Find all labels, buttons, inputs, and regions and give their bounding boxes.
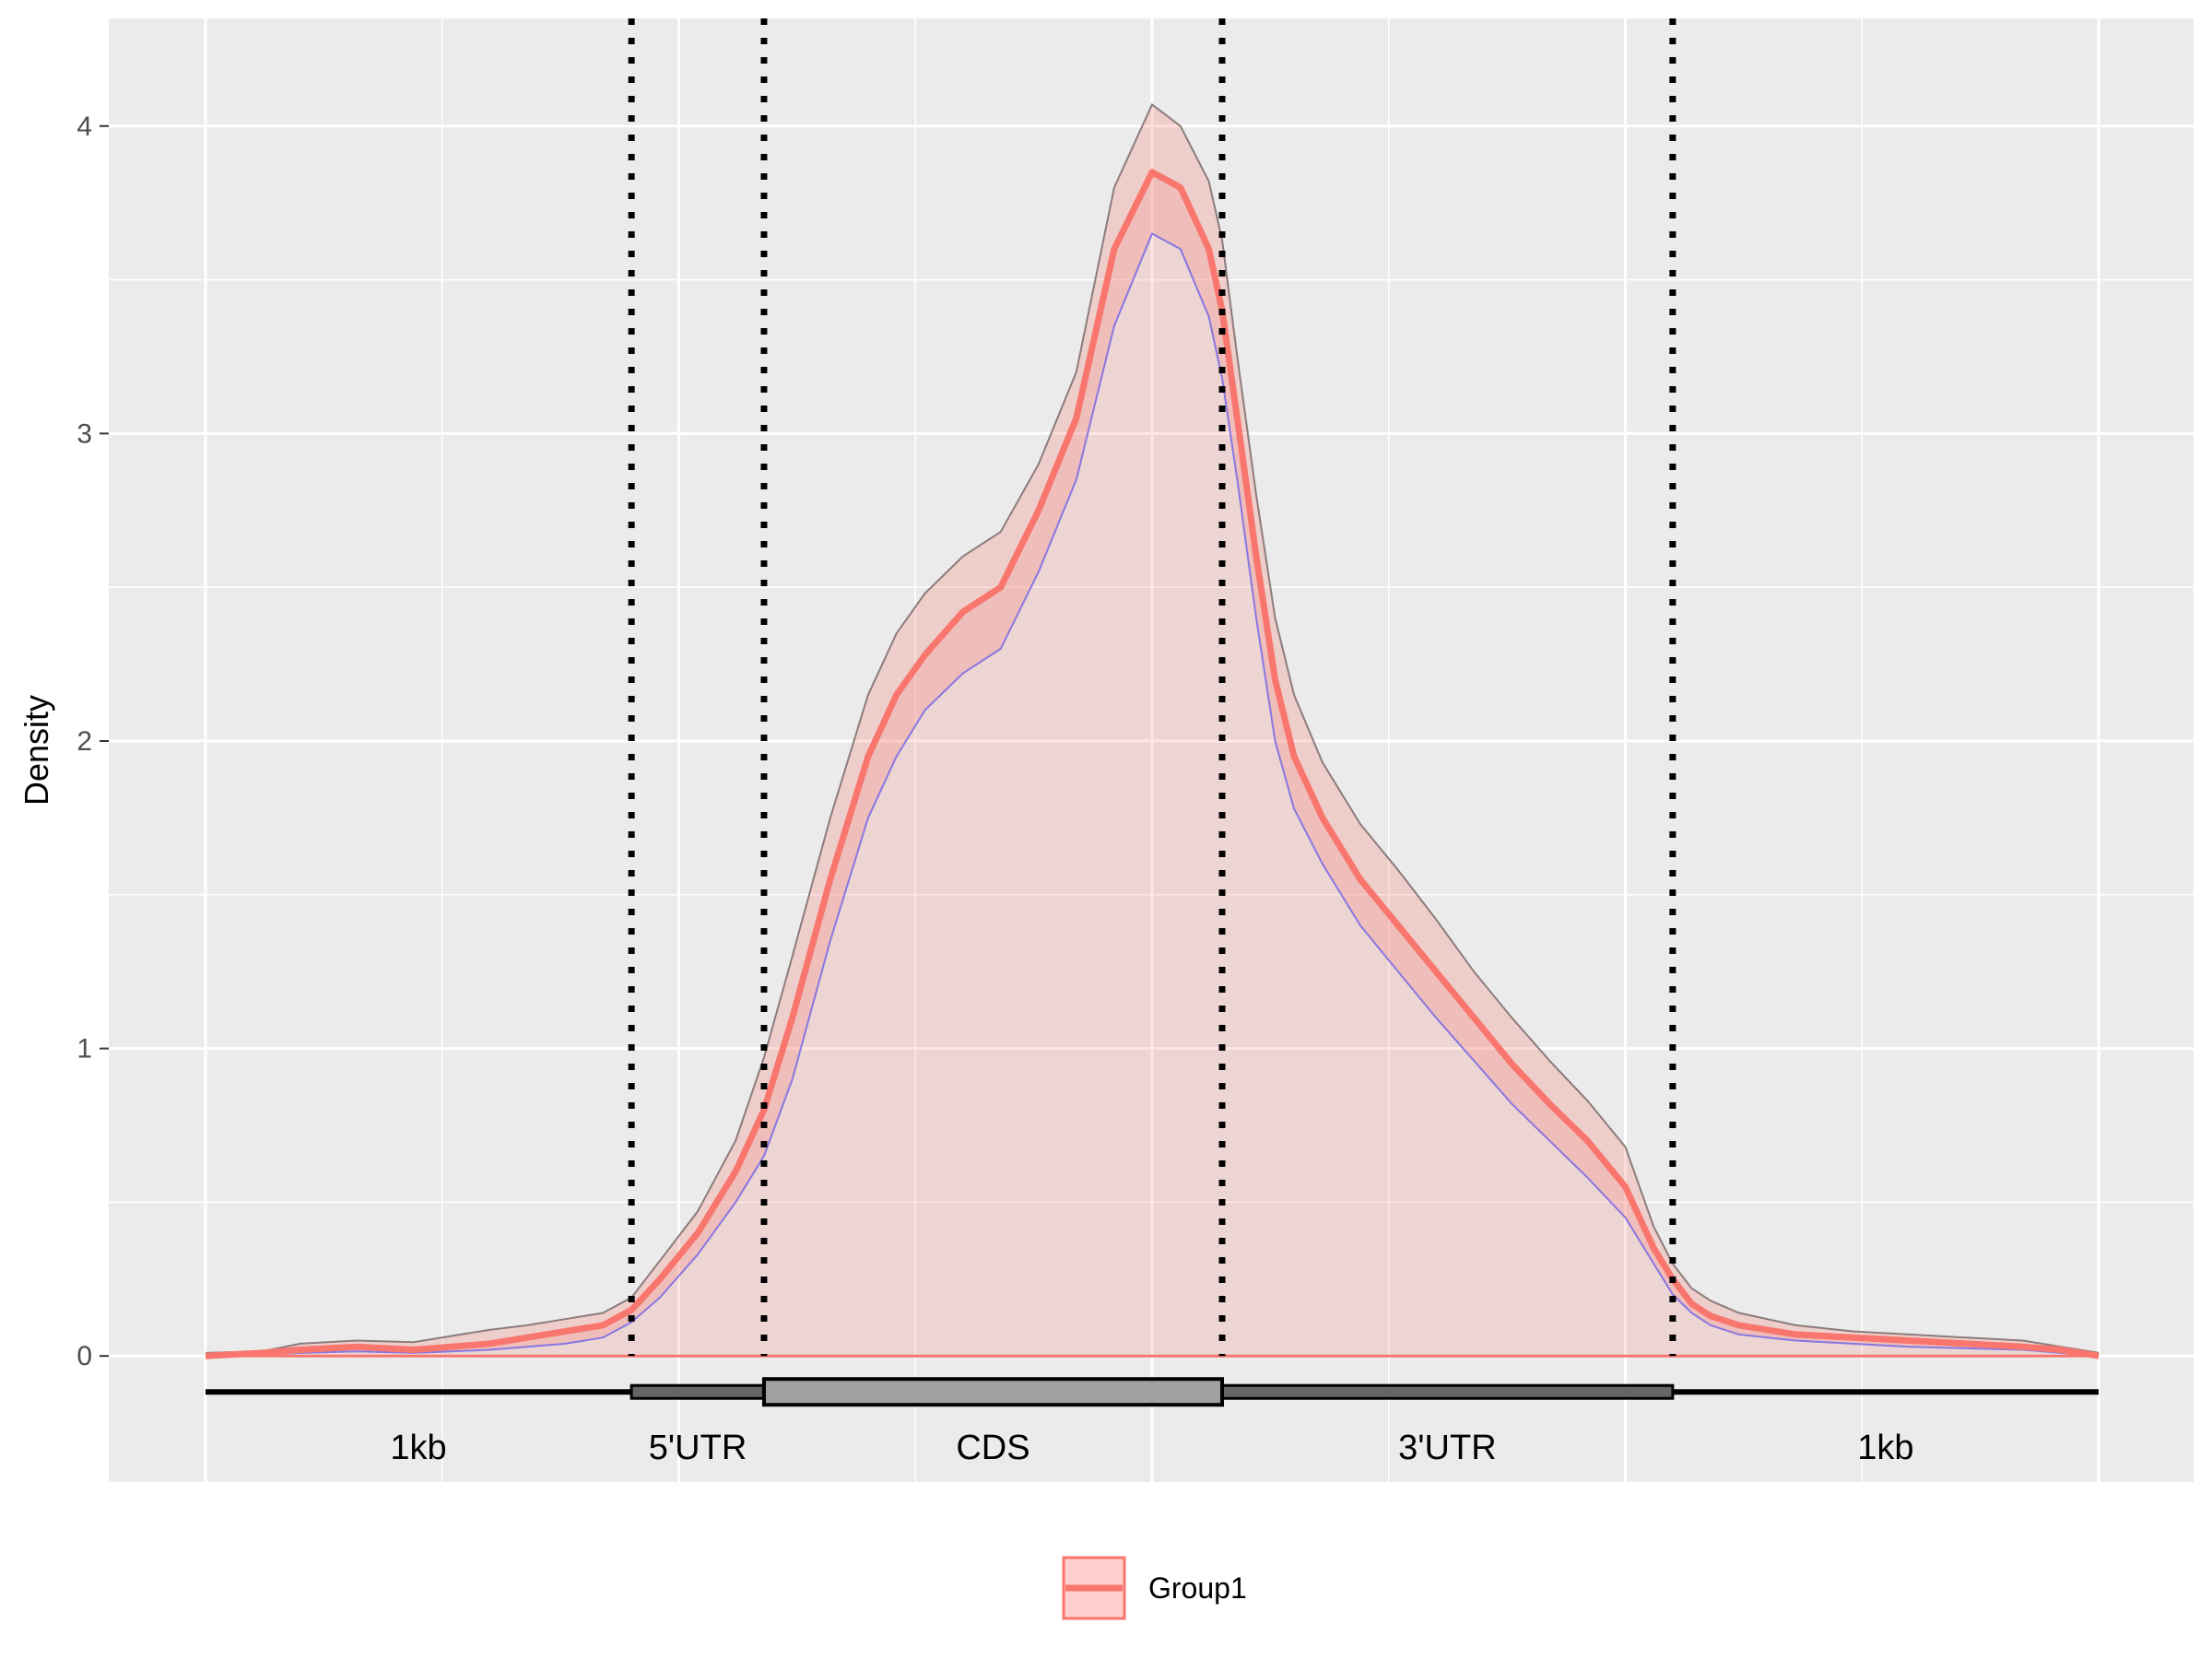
utr3-box xyxy=(1222,1385,1673,1398)
region-label: 3'UTR xyxy=(1398,1429,1497,1467)
utr5-box xyxy=(631,1385,764,1398)
legend: Group1 xyxy=(1064,1558,1247,1618)
y-tick-label: 4 xyxy=(76,112,92,142)
region-label: 1kb xyxy=(390,1429,446,1467)
y-tick-label: 1 xyxy=(76,1034,92,1065)
cds-box xyxy=(764,1379,1222,1405)
region-label: 5'UTR xyxy=(649,1429,747,1467)
y-axis-title: Density xyxy=(18,695,55,806)
y-axis: 0 1 2 3 4 xyxy=(76,112,109,1371)
y-tick-label: 0 xyxy=(76,1341,92,1371)
legend-label-group1: Group1 xyxy=(1148,1571,1247,1605)
region-label: CDS xyxy=(956,1429,1030,1467)
y-tick-label: 3 xyxy=(76,418,92,449)
y-tick-label: 2 xyxy=(76,726,92,757)
region-label: 1kb xyxy=(1857,1429,1913,1467)
